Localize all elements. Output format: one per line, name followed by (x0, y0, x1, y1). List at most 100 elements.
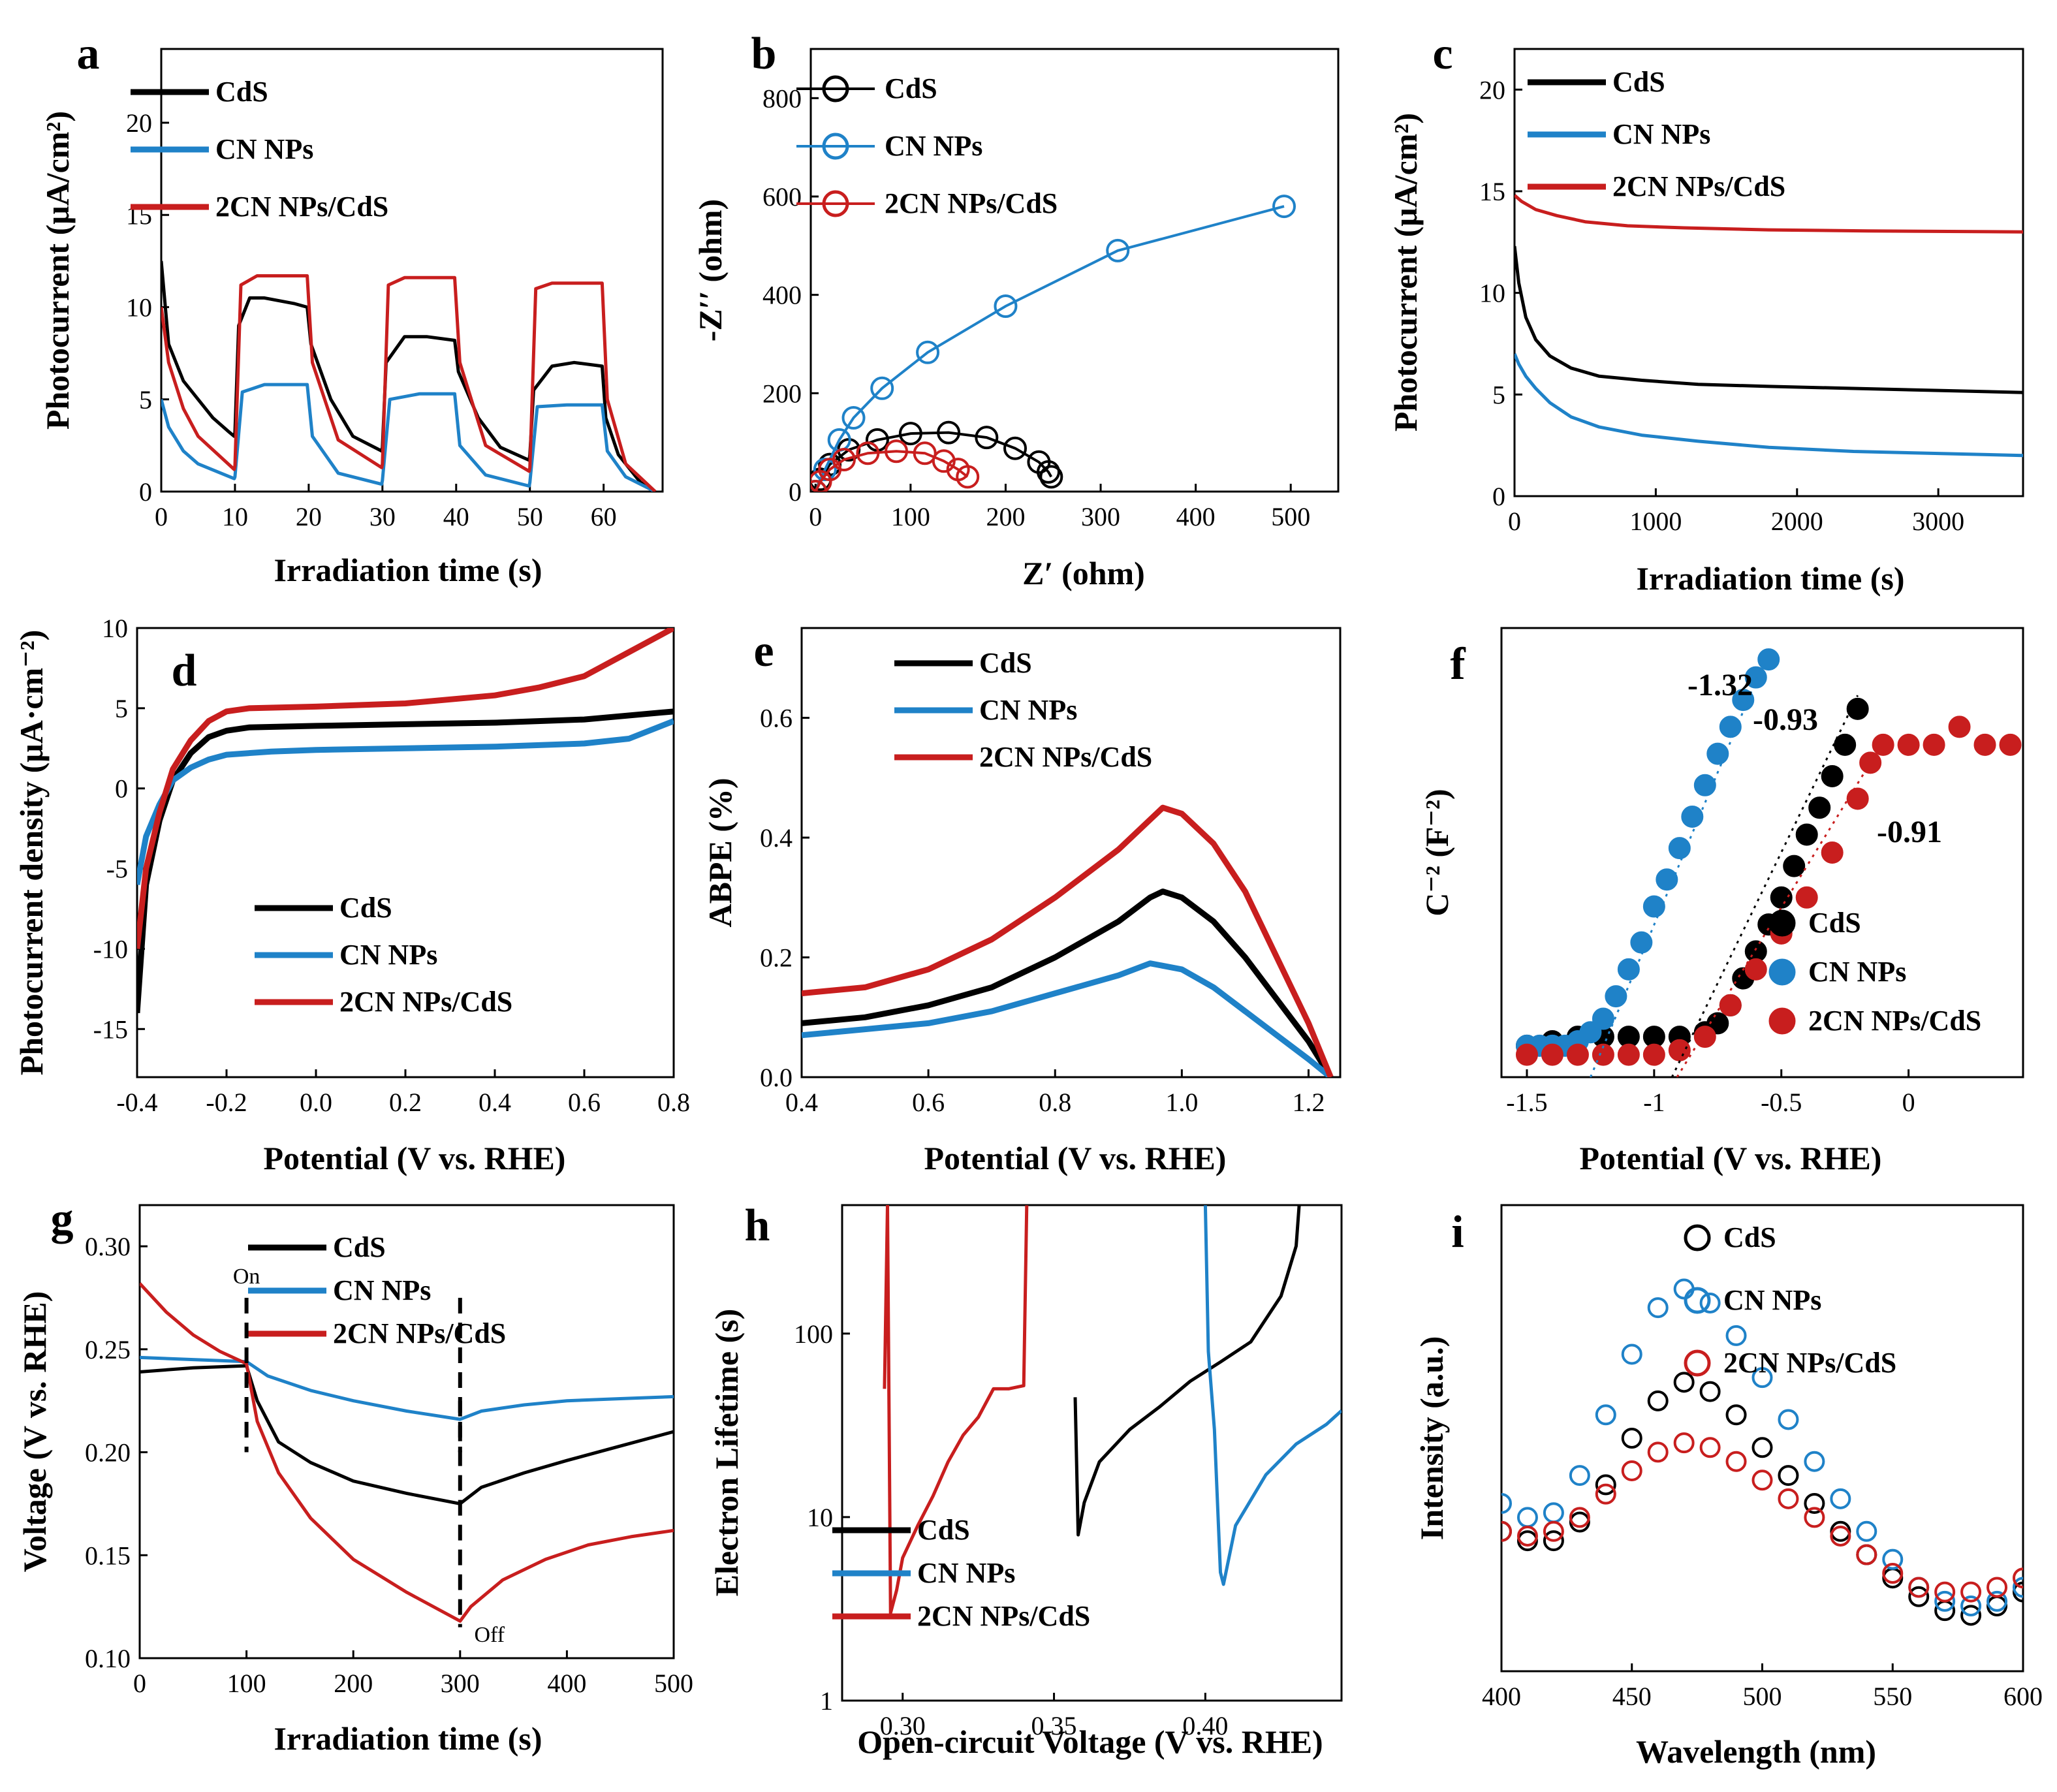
y-tick-label: -5 (106, 855, 128, 884)
legend-label-cn-nps: CN NPs (1723, 1284, 1821, 1316)
data-point-cds (1595, 1474, 1616, 1496)
plot-frame (809, 48, 1340, 493)
data-point-cn-nps (1719, 715, 1742, 738)
data-point-cds (1834, 733, 1857, 756)
y-axis-label: Voltage (V vs. RHE) (16, 1291, 53, 1573)
panel-i: i 400 450 500 550 600 Wavelength (nm) Intensity… (1413, 1204, 2043, 1770)
panel-f: f -1.5 -1 -0.5 0 Potential (V vs. RHE) C⁻² (F⁻… (1419, 627, 2024, 1176)
panel-e: e 0.4 0.6 0.8 1.0 1.2 0.0 0.2 0.4 0.6 Potential (V… (702, 626, 1342, 1176)
series-line-cds (1073, 1205, 1301, 1537)
data-point-2cn-nps-cds (1617, 1043, 1640, 1066)
data-point-2cn-nps-cds (1934, 1581, 1956, 1603)
y-tick-label: -15 (93, 1014, 128, 1044)
data-point-cds (1808, 796, 1831, 819)
x-tick-label: 1.2 (1292, 1088, 1325, 1117)
data-point-2cn-nps-cds (1986, 1577, 2008, 1598)
data-point-cn-nps (2013, 1577, 2023, 1598)
plot-area (1515, 648, 2022, 1077)
x-tick-label: 0.30 (880, 1711, 926, 1740)
data-point-2cn-nps-cds (1923, 733, 1945, 756)
legend-label-2cn-nps-cds: 2CN NPs/CdS (215, 191, 388, 223)
data-point-2cn-nps-cds (1642, 1043, 1665, 1066)
x-tick-label: 0.6 (912, 1088, 945, 1117)
data-point-2cn-nps-cds (1516, 1525, 1538, 1547)
data-point-2cn-nps-cds (956, 465, 980, 489)
x-tick-label: 3000 (1912, 507, 1964, 536)
data-point-cn-nps (1592, 1007, 1614, 1030)
data-point-2cn-nps-cds (1751, 1470, 1773, 1491)
data-point-cds (1744, 940, 1767, 963)
series-line-cn-nps (161, 383, 656, 492)
x-tick-label: 60 (591, 502, 617, 531)
data-point-cds (1617, 1026, 1640, 1048)
y-axis-label: -Z′′ (ohm) (692, 199, 729, 341)
x-axis-label: Potential (V vs. RHE) (264, 1140, 566, 1176)
data-point-2cn-nps-cds (1872, 733, 1894, 756)
y-axis-label: Photocurrent (μA/cm²) (39, 111, 76, 430)
series-line-2cn-nps-cds (161, 274, 657, 492)
legend-label-2cn-nps-cds: 2CN NPs/CdS (1808, 1005, 1981, 1037)
series-line-cn-nps (137, 718, 674, 885)
series-line-2cn-nps-cds (802, 804, 1334, 1077)
data-point-cds (898, 422, 922, 446)
data-point-cds (1821, 765, 1844, 788)
legend-label-2cn-nps-cds: 2CN NPs/CdS (333, 1317, 506, 1349)
data-point-cds (1642, 1026, 1665, 1048)
y-tick-label: 20 (1479, 75, 1505, 104)
data-point-2cn-nps-cds (1821, 841, 1844, 864)
legend-label-cn-nps: CN NPs (917, 1557, 1015, 1589)
data-point-2cn-nps-cds (1830, 1525, 1851, 1547)
data-point-cn-nps (1706, 742, 1729, 765)
data-point-cn-nps (1693, 774, 1716, 796)
data-point-2cn-nps-cds (1778, 1488, 1799, 1509)
data-point-cn-nps (1642, 895, 1665, 918)
y-tick-label: 0.6 (760, 704, 793, 733)
panel-h: h 0.30 0.35 0.40 1 10 100 Open-circuit Voltage … (708, 1201, 1343, 1760)
legend-label-2cn-nps-cds: 2CN NPs/CdS (917, 1600, 1090, 1632)
legend-label-cds: CdS (339, 892, 392, 924)
tangent-line (1590, 650, 1770, 1077)
x-tick-label: 0.4 (785, 1088, 818, 1117)
data-point-cn-nps (1272, 195, 1296, 219)
data-point-cn-nps (994, 294, 1018, 318)
panel-letter: a (77, 29, 100, 79)
x-tick-label: -0.2 (206, 1088, 247, 1117)
y-axis-label: ABPE (%) (702, 778, 738, 927)
data-point-2cn-nps-cds (1566, 1043, 1589, 1066)
data-point-cds (1783, 855, 1806, 877)
data-point-cn-nps (1681, 805, 1704, 828)
plot-frame (1500, 627, 2024, 1078)
y-tick-label: 0 (139, 477, 152, 507)
data-point-cn-nps (1543, 1502, 1564, 1524)
series-line-cn-nps (802, 960, 1333, 1077)
legend-label-cds: CdS (1612, 66, 1665, 98)
x-tick-label: 550 (1873, 1682, 1912, 1711)
y-tick-label: 0.10 (85, 1644, 131, 1673)
data-point-2cn-nps-cds (811, 480, 828, 492)
x-tick-label: 0 (809, 502, 822, 531)
panel-c: c 0 1000 2000 3000 0 5 10 15 20 Irradiation time (… (1387, 29, 2024, 597)
legend-label-2cn-nps-cds: 2CN NPs/CdS (979, 741, 1152, 773)
x-tick-label: 0.40 (1182, 1711, 1228, 1740)
y-tick-label: -10 (93, 934, 128, 964)
data-point-cn-nps (1882, 1548, 1904, 1570)
x-tick-label: 1.0 (1165, 1088, 1198, 1117)
plot-frame (138, 1204, 675, 1659)
x-tick-label: 0.4 (479, 1088, 511, 1117)
x-tick-label: 400 (547, 1669, 586, 1698)
data-point-cds (937, 420, 961, 445)
data-point-2cn-nps-cds (1719, 994, 1742, 1016)
legend-label-cds: CdS (1723, 1221, 1776, 1253)
y-tick-label: 0.20 (85, 1438, 131, 1468)
legend-label-2cn-nps-cds: 2CN NPs/CdS (1723, 1347, 1896, 1379)
x-tick-label: 0.8 (1039, 1088, 1071, 1117)
tangent-line (1676, 762, 1872, 1077)
y-tick-label: 10 (102, 614, 128, 643)
x-tick-label: 100 (227, 1669, 266, 1698)
data-point-cds (1778, 1465, 1799, 1486)
x-tick-label: 500 (1743, 1682, 1782, 1711)
legend-marker (1768, 909, 1796, 937)
y-tick-label: 0 (789, 477, 802, 507)
data-point-cn-nps (1617, 958, 1640, 981)
